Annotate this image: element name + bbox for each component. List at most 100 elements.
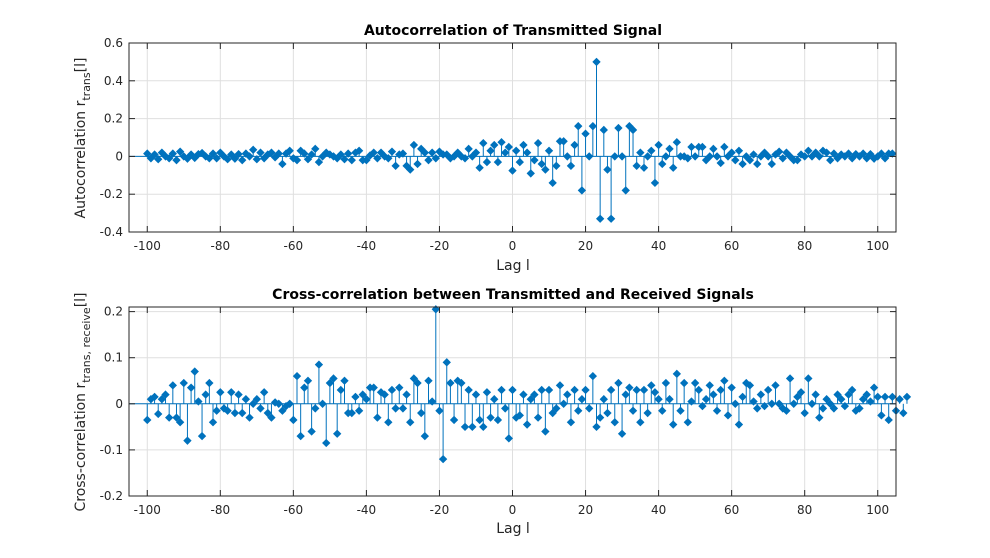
autocorrelation-stem-marker <box>256 148 265 157</box>
autocorrelation-stem-marker <box>672 138 682 147</box>
cross-correlation-xtick-label: 40 <box>651 503 666 517</box>
cross-correlation-stem-marker <box>811 390 820 399</box>
autocorrelation-stem-marker <box>504 142 514 152</box>
cross-correlation-stem-marker <box>592 422 601 432</box>
cross-correlation-stem-marker <box>679 378 689 388</box>
autocorrelation-stem-marker <box>530 156 539 165</box>
autocorrelation-stem-marker <box>267 148 276 157</box>
cross-correlation-stem-marker <box>212 406 221 415</box>
cross-correlation-stem-marker <box>303 376 313 385</box>
cross-correlation-xtick-label: 0 <box>509 503 517 517</box>
autocorrelation-stem-marker <box>548 178 557 188</box>
autocorrelation-stem-marker <box>347 156 356 165</box>
cross-correlation-stem-marker <box>457 378 466 388</box>
autocorrelation-stem-marker <box>778 154 787 163</box>
autocorrelation-xtick-label: -40 <box>357 239 377 253</box>
cross-correlation-stem-marker <box>420 431 430 441</box>
autocorrelation-stem-marker <box>690 152 700 161</box>
cross-correlation-stem-marker <box>438 454 448 464</box>
autocorrelation-stem-marker <box>278 159 287 169</box>
cross-correlation-stem-marker <box>658 406 667 415</box>
cross-correlation-stem-marker <box>387 385 397 395</box>
cross-correlation-stem-marker <box>617 429 627 438</box>
cross-correlation-stem-marker <box>672 369 682 379</box>
cross-correlation-stem-marker <box>563 390 572 399</box>
autocorrelation-stem-marker <box>698 142 707 152</box>
cross-correlation-stem-marker <box>785 374 795 383</box>
autocorrelation-stem-marker <box>230 154 240 163</box>
cross-correlation-xtick-label: -40 <box>357 503 377 517</box>
autocorrelation-stem-marker <box>577 186 587 195</box>
cross-correlation-stem-marker <box>333 429 342 438</box>
autocorrelation-stem-marker <box>464 144 473 154</box>
cross-correlation-stem-marker <box>840 401 850 411</box>
autocorrelation-stem-marker <box>150 150 159 159</box>
autocorrelation-ticks: -100 -80 -60 -40 -20 0 20 40 60 80 100 -0.4 -0.2 0 0.2… <box>100 36 896 253</box>
cross-correlation-stem-marker <box>698 401 707 411</box>
cross-correlation-stem-marker <box>406 418 415 427</box>
cross-correlation-stem-marker <box>526 395 535 404</box>
cross-correlation-stem-marker <box>548 408 557 418</box>
cross-correlation-stem-marker <box>493 415 503 425</box>
cross-correlation-xtick-label: -100 <box>134 503 161 517</box>
autocorrelation-stem-marker <box>172 156 181 165</box>
cross-correlation-stem-marker <box>873 392 882 402</box>
cross-correlation-stem-marker <box>734 420 744 429</box>
cross-correlation-stem-marker <box>709 390 718 399</box>
cross-correlation-stem-marker <box>482 388 492 397</box>
cross-correlation-stem-marker <box>581 385 590 395</box>
cross-correlation-stem-marker <box>504 434 514 443</box>
autocorrelation-stem-marker <box>563 152 572 161</box>
autocorrelation-stem-marker <box>705 152 714 161</box>
cross-correlation-stem-marker <box>833 390 842 399</box>
autocorrelation-stem-marker <box>154 155 163 164</box>
cross-correlation-stem-marker <box>197 431 207 441</box>
autocorrelation-stem-marker <box>519 140 528 150</box>
cross-correlation-stem-marker <box>395 383 404 392</box>
cross-correlation-stem-marker <box>815 413 824 422</box>
cross-correlation-stem-marker <box>490 395 499 404</box>
autocorrelation-stem-marker <box>888 149 897 158</box>
cross-correlation-ytick-label: -0.1 <box>100 443 123 457</box>
autocorrelation-stem-marker <box>829 149 839 158</box>
cross-correlation-stem-marker <box>888 392 897 402</box>
cross-correlation-stem-marker <box>223 406 232 415</box>
autocorrelation-xtick-label: -80 <box>211 239 231 253</box>
autocorrelation-stem-marker <box>647 146 656 155</box>
cross-correlation-stem-marker <box>201 390 210 399</box>
cross-correlation-stem-marker <box>800 408 809 418</box>
autocorrelation-stem-marker <box>669 163 678 172</box>
cross-correlation-stem-marker <box>731 399 740 408</box>
autocorrelation-xtick-label: 0 <box>509 239 517 253</box>
cross-correlation-stem-marker <box>347 408 356 418</box>
autocorrelation-stem-marker <box>143 149 152 158</box>
cross-correlation-xtick-label: 100 <box>866 503 889 517</box>
autocorrelation-stem-marker <box>800 152 809 161</box>
autocorrelation-stem-marker <box>296 146 305 155</box>
cross-correlation-stem-marker <box>417 408 426 418</box>
autocorrelation-stem-marker <box>844 149 853 158</box>
autocorrelation-stem-marker <box>223 155 232 164</box>
autocorrelation-stem-marker <box>420 148 430 157</box>
autocorrelation-stem-marker <box>643 152 652 161</box>
cross-correlation-stem-marker <box>621 390 630 399</box>
cross-correlation-stem-marker <box>157 395 167 404</box>
cross-correlation-stem-marker <box>172 413 181 422</box>
cross-correlation-stem-marker <box>307 427 316 436</box>
autocorrelation-stem-marker <box>581 129 590 138</box>
autocorrelation-stem-marker <box>175 147 185 156</box>
autocorrelation-stem-marker <box>654 140 663 150</box>
cross-correlation-stem-marker <box>760 401 769 411</box>
cross-correlation-xtick-label: -20 <box>430 503 450 517</box>
cross-correlation-stem-marker <box>614 378 623 388</box>
cross-correlation-stem-marker <box>712 406 722 415</box>
cross-correlation-stem-marker <box>606 385 616 395</box>
autocorrelation-stem-marker <box>398 149 408 158</box>
cross-correlation-stem-marker <box>884 415 893 425</box>
autocorrelation-stem-marker <box>409 140 419 150</box>
cross-correlation-stem-marker <box>585 404 594 413</box>
autocorrelation-stem-marker <box>683 154 692 163</box>
cross-correlation-stem-marker <box>391 404 400 413</box>
autocorrelation-xtick-label: 20 <box>578 239 593 253</box>
